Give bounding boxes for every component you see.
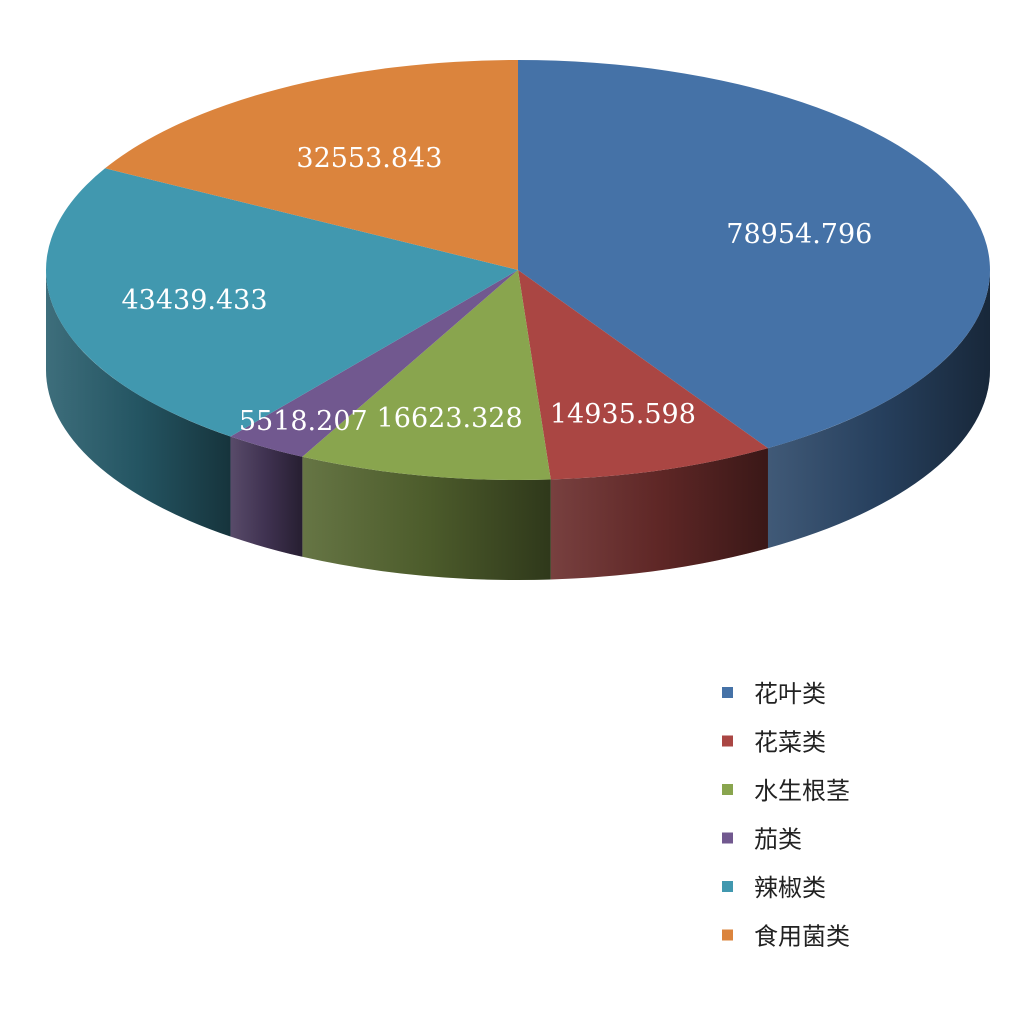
legend-label-4: 茄类: [754, 826, 802, 854]
slice-4-value-label: 5518.207: [239, 406, 368, 437]
legend-label-5: 辣椒类: [754, 874, 826, 902]
legend-label-1: 花叶类: [754, 680, 826, 708]
legend-swatch-6: [722, 929, 733, 941]
slice-3-top: [302, 270, 551, 480]
pie-side-walls: [46, 270, 990, 580]
legend-label-3: 水生根茎: [754, 777, 850, 805]
slice-4-top: [230, 270, 518, 457]
slice-4-side-shade: [230, 436, 303, 557]
slice-5-side-shade: [46, 270, 231, 537]
slice-5-top: [46, 168, 518, 437]
slice-2-side-shade: [550, 448, 768, 580]
legend-label-2: 花菜类: [754, 729, 826, 757]
pie-top-faces: [46, 60, 991, 480]
legend-swatch-2: [722, 735, 733, 747]
slice-3-side-shade: [302, 456, 551, 580]
legend-swatch-4: [722, 832, 733, 844]
slice-2-top: [518, 270, 768, 480]
slice-6-value-label: 32553.843: [296, 143, 442, 174]
data-labels: 78954.796 14935.598 16623.328 5518.207 43439…: [122, 143, 873, 437]
slice-1-value-label: 78954.796: [726, 219, 872, 250]
slice-2-value-label: 14935.598: [550, 399, 696, 430]
legend-swatch-3: [722, 784, 733, 795]
slice-6-top: [105, 60, 518, 270]
slice-5-value-label: 43439.433: [122, 285, 268, 316]
legend-swatch-5: [722, 881, 733, 892]
slice-3-value-label: 16623.328: [377, 403, 523, 434]
legend-label-6: 食用菌类: [754, 923, 850, 951]
slice-1-side-shade: [767, 270, 990, 549]
slice-1-top: [518, 60, 991, 449]
legend-swatch-1: [722, 687, 733, 698]
